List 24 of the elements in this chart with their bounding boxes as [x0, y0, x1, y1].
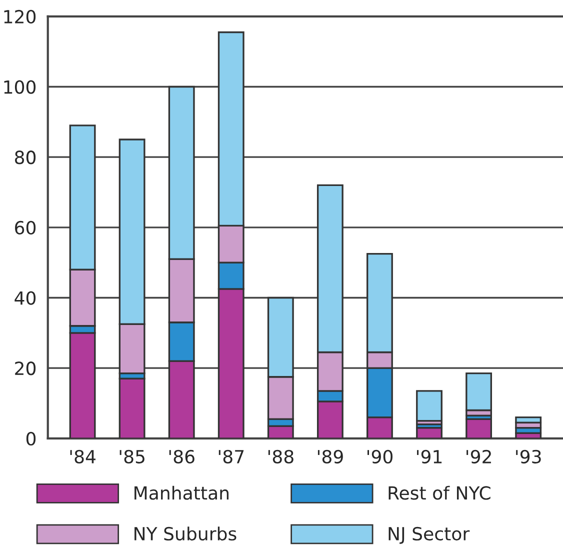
x-tick-label: '87: [218, 450, 244, 464]
bar: [466, 418, 492, 438]
x-tick-label: '85: [120, 450, 144, 464]
y-tick-label: 100: [4, 80, 36, 94]
x-tick-label: '93: [516, 450, 541, 464]
y-tick-label: 40: [14, 291, 36, 305]
x-tick-label: '91: [417, 450, 442, 464]
x-tick-label: '86: [169, 450, 194, 464]
y-tick-label: 0: [26, 432, 36, 446]
legend-label: Manhattan: [134, 486, 228, 500]
bar: [416, 390, 442, 422]
legend-label: NY Suburbs: [134, 526, 236, 541]
x-tick-label: '84: [70, 450, 96, 464]
x-tick-label: '89: [318, 450, 343, 464]
y-tick-label: 120: [4, 10, 36, 24]
y-tick-label: 20: [15, 362, 36, 376]
x-tick-label: '90: [367, 450, 392, 464]
x-tick-label: '88: [268, 450, 294, 464]
y-tick-label: 80: [14, 150, 36, 164]
bar: [118, 378, 146, 438]
legend-label: Rest of NYC: [388, 486, 490, 500]
y-tick-label: 60: [15, 220, 36, 235]
legend-label: NJ Sector: [388, 526, 470, 544]
x-tick-label: '92: [466, 450, 491, 464]
